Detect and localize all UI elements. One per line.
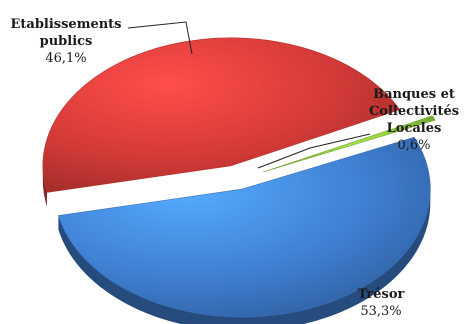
slice-label-2: Banques et Collectivités Locales 0,6%	[369, 87, 459, 153]
slice-name-line: publics	[40, 34, 93, 49]
slice-name-line: Collectivités	[369, 104, 459, 119]
pie-slice-top	[42, 37, 401, 193]
slice-name-line: Trésor	[358, 287, 405, 302]
slice-name-line: Locales	[387, 121, 442, 136]
pie-slice-3	[58, 136, 431, 324]
pie-slice-1	[42, 37, 401, 207]
slice-name-line: Banques et	[373, 87, 455, 102]
pie-slice-2	[263, 115, 436, 173]
slice-label-1: Etablissements publics 46,1%	[10, 17, 121, 66]
slice-value-label: 46,1%	[45, 51, 86, 66]
slice-value-label: 53,3%	[360, 304, 401, 319]
slice-name-line: Etablissements	[10, 17, 121, 32]
pie-slice-top	[58, 136, 431, 318]
pie-slice-side	[42, 165, 47, 207]
pie-slice-top	[263, 115, 436, 173]
leader-line-2	[257, 133, 371, 169]
leader-lines	[127, 21, 371, 169]
slice-labels: Etablissements publics 46,1% Banques et Coll…	[10, 17, 459, 319]
slice-value-label: 0,6%	[397, 138, 430, 153]
pie-slices	[42, 37, 436, 324]
leader-line-1	[127, 21, 193, 55]
slice-label-3: Trésor 53,3%	[358, 287, 405, 319]
